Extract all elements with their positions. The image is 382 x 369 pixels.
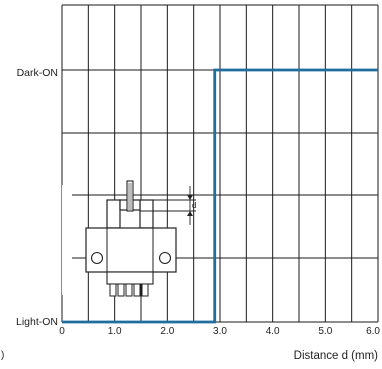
- x-tick-label: 4.0: [266, 326, 280, 337]
- series-line: [62, 68, 378, 324]
- axis-labels: 0 1.0 2.0 3.0 4.0 5.0 6.0: [59, 326, 380, 337]
- sensor-diagram-icon: d: [62, 180, 196, 297]
- x-axis-label: Distance d (mm): [294, 350, 379, 362]
- y-tick-label-dark-on: Dark-ON: [17, 67, 58, 79]
- y-tick-label-light-on: Light-ON: [16, 316, 58, 328]
- x-tick-label: 5.0: [318, 326, 332, 337]
- grid: [61, 4, 379, 323]
- x-tick-label: 3.0: [213, 326, 227, 337]
- dimension-label: d: [192, 201, 196, 210]
- x-tick-label: 6.0: [366, 326, 380, 337]
- x-tick-label: 0: [59, 326, 65, 337]
- stray-mark: ): [1, 350, 4, 361]
- x-tick-label: 1.0: [108, 326, 122, 337]
- x-tick-label: 2.0: [160, 326, 174, 337]
